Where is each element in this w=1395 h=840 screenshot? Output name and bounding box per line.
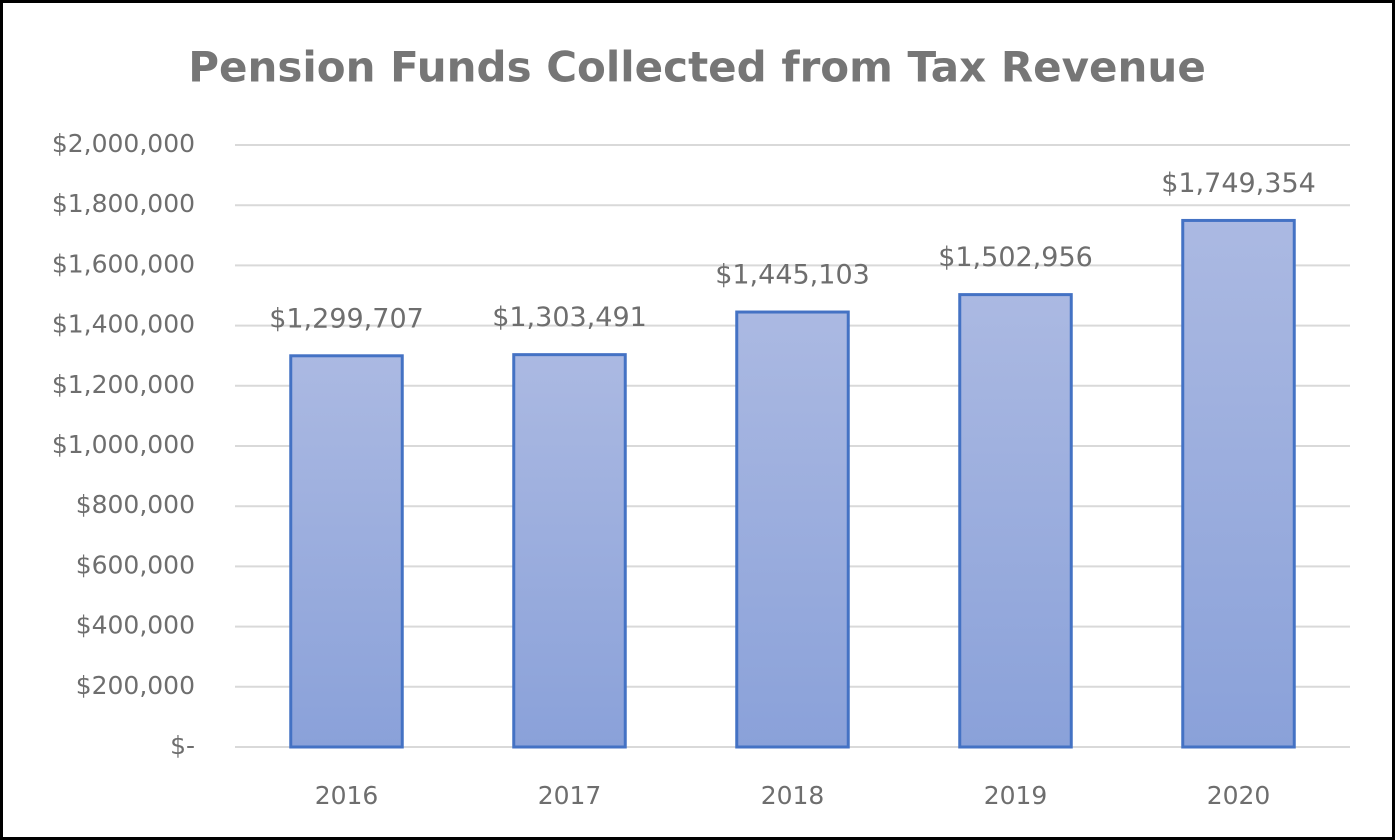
data-label: $1,299,707 [269, 303, 424, 334]
bar [735, 310, 850, 749]
y-tick-label: $1,600,000 [52, 249, 195, 278]
y-tick-label: $200,000 [76, 671, 195, 700]
y-tick-label: $400,000 [76, 611, 195, 640]
bar [958, 293, 1073, 749]
x-tick-label: 2019 [984, 781, 1048, 810]
data-label: $1,502,956 [938, 242, 1093, 273]
data-label: $1,445,103 [715, 260, 870, 291]
x-tick-label: 2017 [538, 781, 602, 810]
y-tick-label: $1,800,000 [52, 189, 195, 218]
y-tick-label: $600,000 [76, 550, 195, 579]
y-tick-label: $1,400,000 [52, 310, 195, 339]
y-tick-label: $1,200,000 [52, 370, 195, 399]
bar [1181, 218, 1296, 749]
data-label: $1,749,354 [1161, 168, 1316, 199]
y-tick-label: $2,000,000 [52, 129, 195, 158]
bar [289, 354, 404, 749]
x-tick-label: 2018 [761, 781, 825, 810]
y-tick-label: $1,000,000 [52, 430, 195, 459]
chart-title: Pension Funds Collected from Tax Revenue [188, 43, 1206, 92]
x-tick-label: 2020 [1207, 781, 1271, 810]
y-tick-label: $800,000 [76, 490, 195, 519]
x-tick-label: 2016 [315, 781, 379, 810]
data-label: $1,303,491 [492, 302, 647, 333]
y-tick-label: $- [170, 731, 195, 760]
bar [512, 353, 627, 749]
